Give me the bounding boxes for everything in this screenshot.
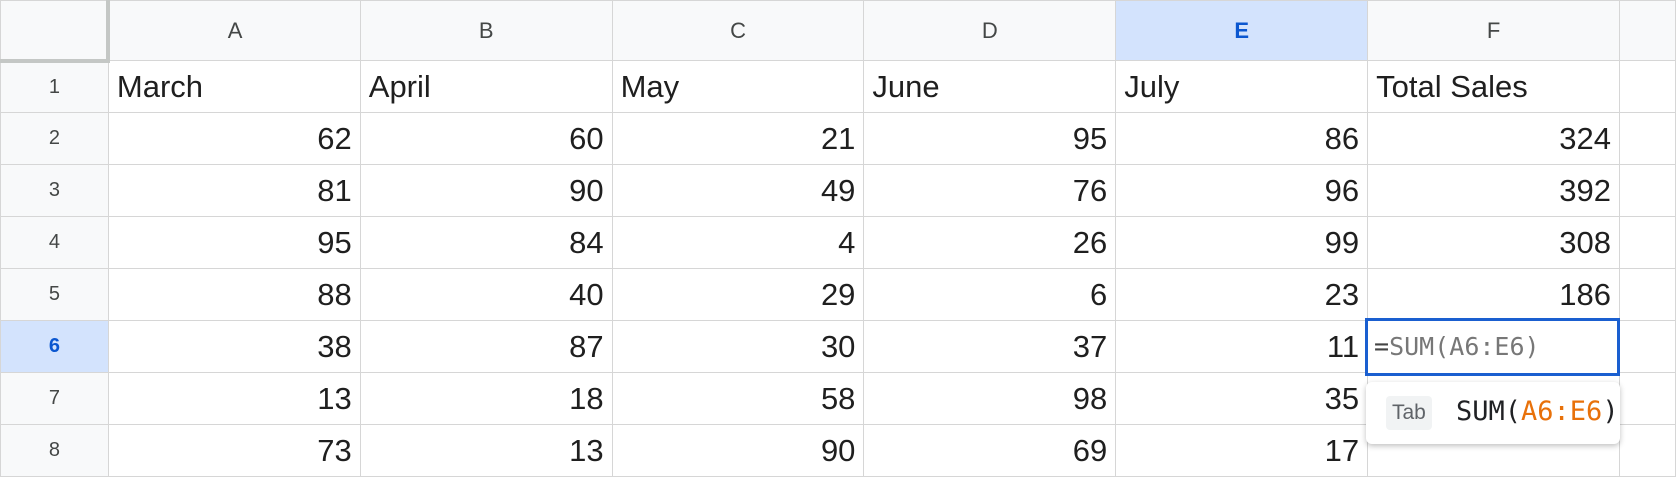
active-cell-editor[interactable]: =SUM(A6:E6): [1365, 318, 1620, 376]
cell-b3[interactable]: 90: [359, 164, 613, 217]
cell-g6[interactable]: [1619, 320, 1676, 373]
cell-d1[interactable]: June: [863, 60, 1117, 113]
cell-a5[interactable]: 88: [107, 268, 361, 321]
cell-d8[interactable]: 69: [863, 424, 1117, 477]
cell-g7[interactable]: [1619, 372, 1676, 425]
cell-e7[interactable]: 35: [1115, 372, 1369, 425]
cell-f3[interactable]: 392: [1367, 164, 1620, 217]
cell-e6[interactable]: 11: [1115, 320, 1369, 373]
select-all-corner[interactable]: [0, 0, 111, 63]
column-header-g[interactable]: [1619, 0, 1676, 61]
formula-function: SUM(: [1389, 332, 1450, 361]
suggestion-formula[interactable]: SUM(A6:E6): [1456, 396, 1619, 427]
cell-f1[interactable]: Total Sales: [1367, 60, 1620, 113]
cell-d5[interactable]: 6: [863, 268, 1117, 321]
column-header-b[interactable]: B: [359, 0, 613, 61]
cell-g4[interactable]: [1619, 216, 1676, 269]
cell-a1[interactable]: March: [107, 60, 361, 113]
cell-g1[interactable]: [1619, 60, 1676, 113]
cell-c6[interactable]: 30: [611, 320, 865, 373]
cell-b4[interactable]: 84: [359, 216, 613, 269]
cell-a8[interactable]: 73: [107, 424, 361, 477]
column-header-c[interactable]: C: [611, 0, 865, 61]
cell-a4[interactable]: 95: [107, 216, 361, 269]
cell-e3[interactable]: 96: [1115, 164, 1369, 217]
row-header-8[interactable]: 8: [0, 424, 109, 477]
formula-suggestion-popup[interactable]: Tab SUM(A6:E6): [1366, 382, 1620, 444]
row-header-1[interactable]: 1: [0, 60, 109, 113]
cell-g3[interactable]: [1619, 164, 1676, 217]
row-header-7[interactable]: 7: [0, 372, 109, 425]
suggestion-function: SUM(: [1456, 396, 1522, 427]
cell-d4[interactable]: 26: [863, 216, 1117, 269]
column-header-a[interactable]: A: [107, 0, 361, 61]
suggestion-range: A6:E6: [1521, 396, 1603, 427]
cell-a3[interactable]: 81: [107, 164, 361, 217]
cell-a6[interactable]: 38: [107, 320, 361, 373]
cell-b1[interactable]: April: [359, 60, 613, 113]
cell-d7[interactable]: 98: [863, 372, 1117, 425]
column-header-e[interactable]: E: [1115, 0, 1369, 61]
cell-e2[interactable]: 86: [1115, 112, 1369, 165]
cell-a2[interactable]: 62: [107, 112, 361, 165]
suggestion-close: ): [1602, 396, 1619, 427]
cell-e4[interactable]: 99: [1115, 216, 1369, 269]
cell-d2[interactable]: 95: [863, 112, 1117, 165]
row-header-2[interactable]: 2: [0, 112, 109, 165]
cell-b2[interactable]: 60: [359, 112, 613, 165]
cell-d6[interactable]: 37: [863, 320, 1117, 373]
cell-c8[interactable]: 90: [611, 424, 865, 477]
cell-d3[interactable]: 76: [863, 164, 1117, 217]
cell-g5[interactable]: [1619, 268, 1676, 321]
formula-close: ): [1524, 332, 1540, 361]
cell-e8[interactable]: 17: [1115, 424, 1369, 477]
cell-e5[interactable]: 23: [1115, 268, 1369, 321]
cell-c1[interactable]: May: [611, 60, 865, 113]
row-header-6[interactable]: 6: [0, 320, 109, 373]
cell-g8[interactable]: [1619, 424, 1676, 477]
column-header-d[interactable]: D: [863, 0, 1117, 61]
cell-f2[interactable]: 324: [1367, 112, 1620, 165]
cell-g2[interactable]: [1619, 112, 1676, 165]
cell-e1[interactable]: July: [1115, 60, 1369, 113]
cell-b6[interactable]: 87: [359, 320, 613, 373]
cell-b5[interactable]: 40: [359, 268, 613, 321]
formula-equals: =: [1374, 332, 1390, 361]
cell-c7[interactable]: 58: [611, 372, 865, 425]
tab-key-hint: Tab: [1386, 396, 1432, 430]
cell-f4[interactable]: 308: [1367, 216, 1620, 269]
cell-c5[interactable]: 29: [611, 268, 865, 321]
cell-b7[interactable]: 18: [359, 372, 613, 425]
cell-c3[interactable]: 49: [611, 164, 865, 217]
cell-c2[interactable]: 21: [611, 112, 865, 165]
cell-f5[interactable]: 186: [1367, 268, 1620, 321]
cell-c4[interactable]: 4: [611, 216, 865, 269]
column-header-f[interactable]: F: [1367, 0, 1620, 61]
active-cell-formula[interactable]: =SUM(A6:E6): [1374, 332, 1540, 361]
row-header-3[interactable]: 3: [0, 164, 109, 217]
row-header-5[interactable]: 5: [0, 268, 109, 321]
cell-a7[interactable]: 13: [107, 372, 361, 425]
cell-b8[interactable]: 13: [359, 424, 613, 477]
formula-range: A6:E6: [1449, 332, 1525, 361]
row-header-4[interactable]: 4: [0, 216, 109, 269]
